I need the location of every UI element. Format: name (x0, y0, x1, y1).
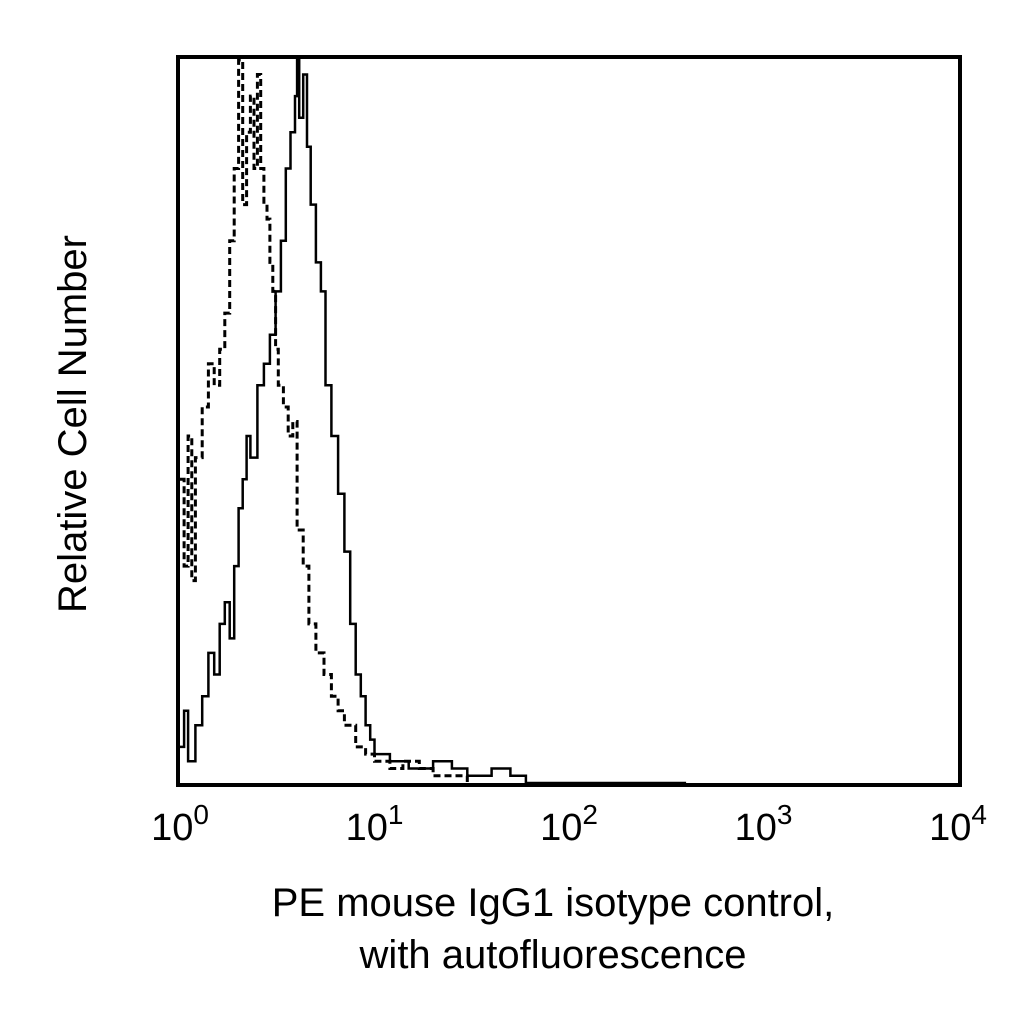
plot-area (180, 58, 687, 785)
x-tick-label-1: 101 (346, 799, 404, 849)
x-axis-label-line-1: PE mouse IgG1 isotype control, (272, 881, 835, 925)
x-tick-label-4: 104 (929, 799, 987, 849)
series-line-solid (180, 58, 687, 785)
x-tick-labels: 100 101 102 103 104 (151, 799, 987, 849)
x-tick-label-0: 100 (151, 799, 209, 849)
x-tick-label-3: 103 (735, 799, 793, 849)
plot-frame (176, 55, 962, 787)
x-axis-label-line-2: with autofluorescence (359, 933, 747, 977)
y-axis-label: Relative Cell Number (51, 235, 95, 613)
series-line-dashed (180, 58, 469, 783)
x-tick-label-2: 102 (540, 799, 598, 849)
series-layer (180, 58, 687, 785)
